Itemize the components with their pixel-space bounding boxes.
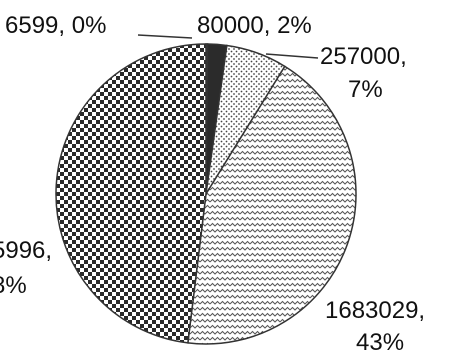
leader-line-6599 <box>137 34 193 39</box>
data-label-6599: 6599, 0% <box>5 12 106 39</box>
pie-slice-1683029 <box>187 65 357 345</box>
data-label-1875996-value: 5996, <box>0 237 52 264</box>
data-label-257000-percent: 7% <box>348 76 383 103</box>
data-label-1683029-value: 1683029, <box>325 297 425 324</box>
data-label-1875996-percent: 8% <box>0 272 27 299</box>
data-label-80000: 80000, 2% <box>197 12 312 39</box>
pie-slice-1875996 <box>55 43 207 344</box>
data-label-257000-value: 257000, <box>320 43 407 70</box>
data-label-1683029-percent: 43% <box>356 329 404 356</box>
leader-line-257000 <box>265 53 319 59</box>
